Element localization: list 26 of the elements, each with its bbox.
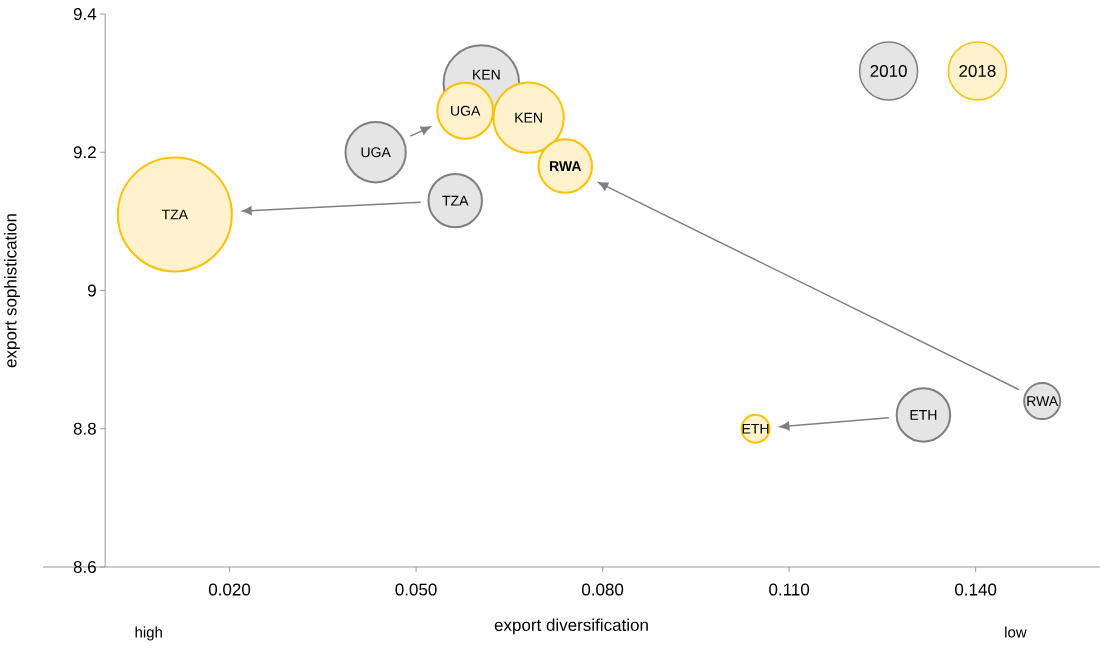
y-tick-label: 8.8 <box>73 422 96 435</box>
y-axis-title: export sophistication <box>4 214 20 368</box>
y-tick-label: 8.6 <box>73 560 96 574</box>
annotation: KEN <box>473 69 500 80</box>
annotation: UGA <box>361 147 391 158</box>
annotation: TZA <box>161 209 189 220</box>
x-tick-label: 0.080 <box>581 583 624 596</box>
x-tick-label: 0.140 <box>955 583 997 596</box>
y-tick-label: 9.4 <box>73 7 97 21</box>
annotation: UGA <box>451 105 481 116</box>
y-tick-label: 9.2 <box>73 146 96 159</box>
legend-label: 2018 <box>959 64 996 77</box>
x-tick-label: 0.020 <box>208 583 251 596</box>
annotation: KEN <box>515 112 542 123</box>
annotation: RWA <box>550 161 582 171</box>
y-tick-label: 9 <box>88 284 96 297</box>
annotation: TZA <box>442 195 469 206</box>
text: low <box>1005 626 1027 638</box>
legend-label: 2010 <box>870 64 907 77</box>
x-tick-label: 0.110 <box>769 583 810 596</box>
annotation: ETH <box>910 410 937 420</box>
x-axis-title: export diversification <box>494 618 648 635</box>
annotation: ETH <box>742 423 769 434</box>
annotation: RWA <box>1027 396 1059 406</box>
text: high <box>135 626 162 641</box>
x-tick-label: 0.050 <box>395 583 437 596</box>
